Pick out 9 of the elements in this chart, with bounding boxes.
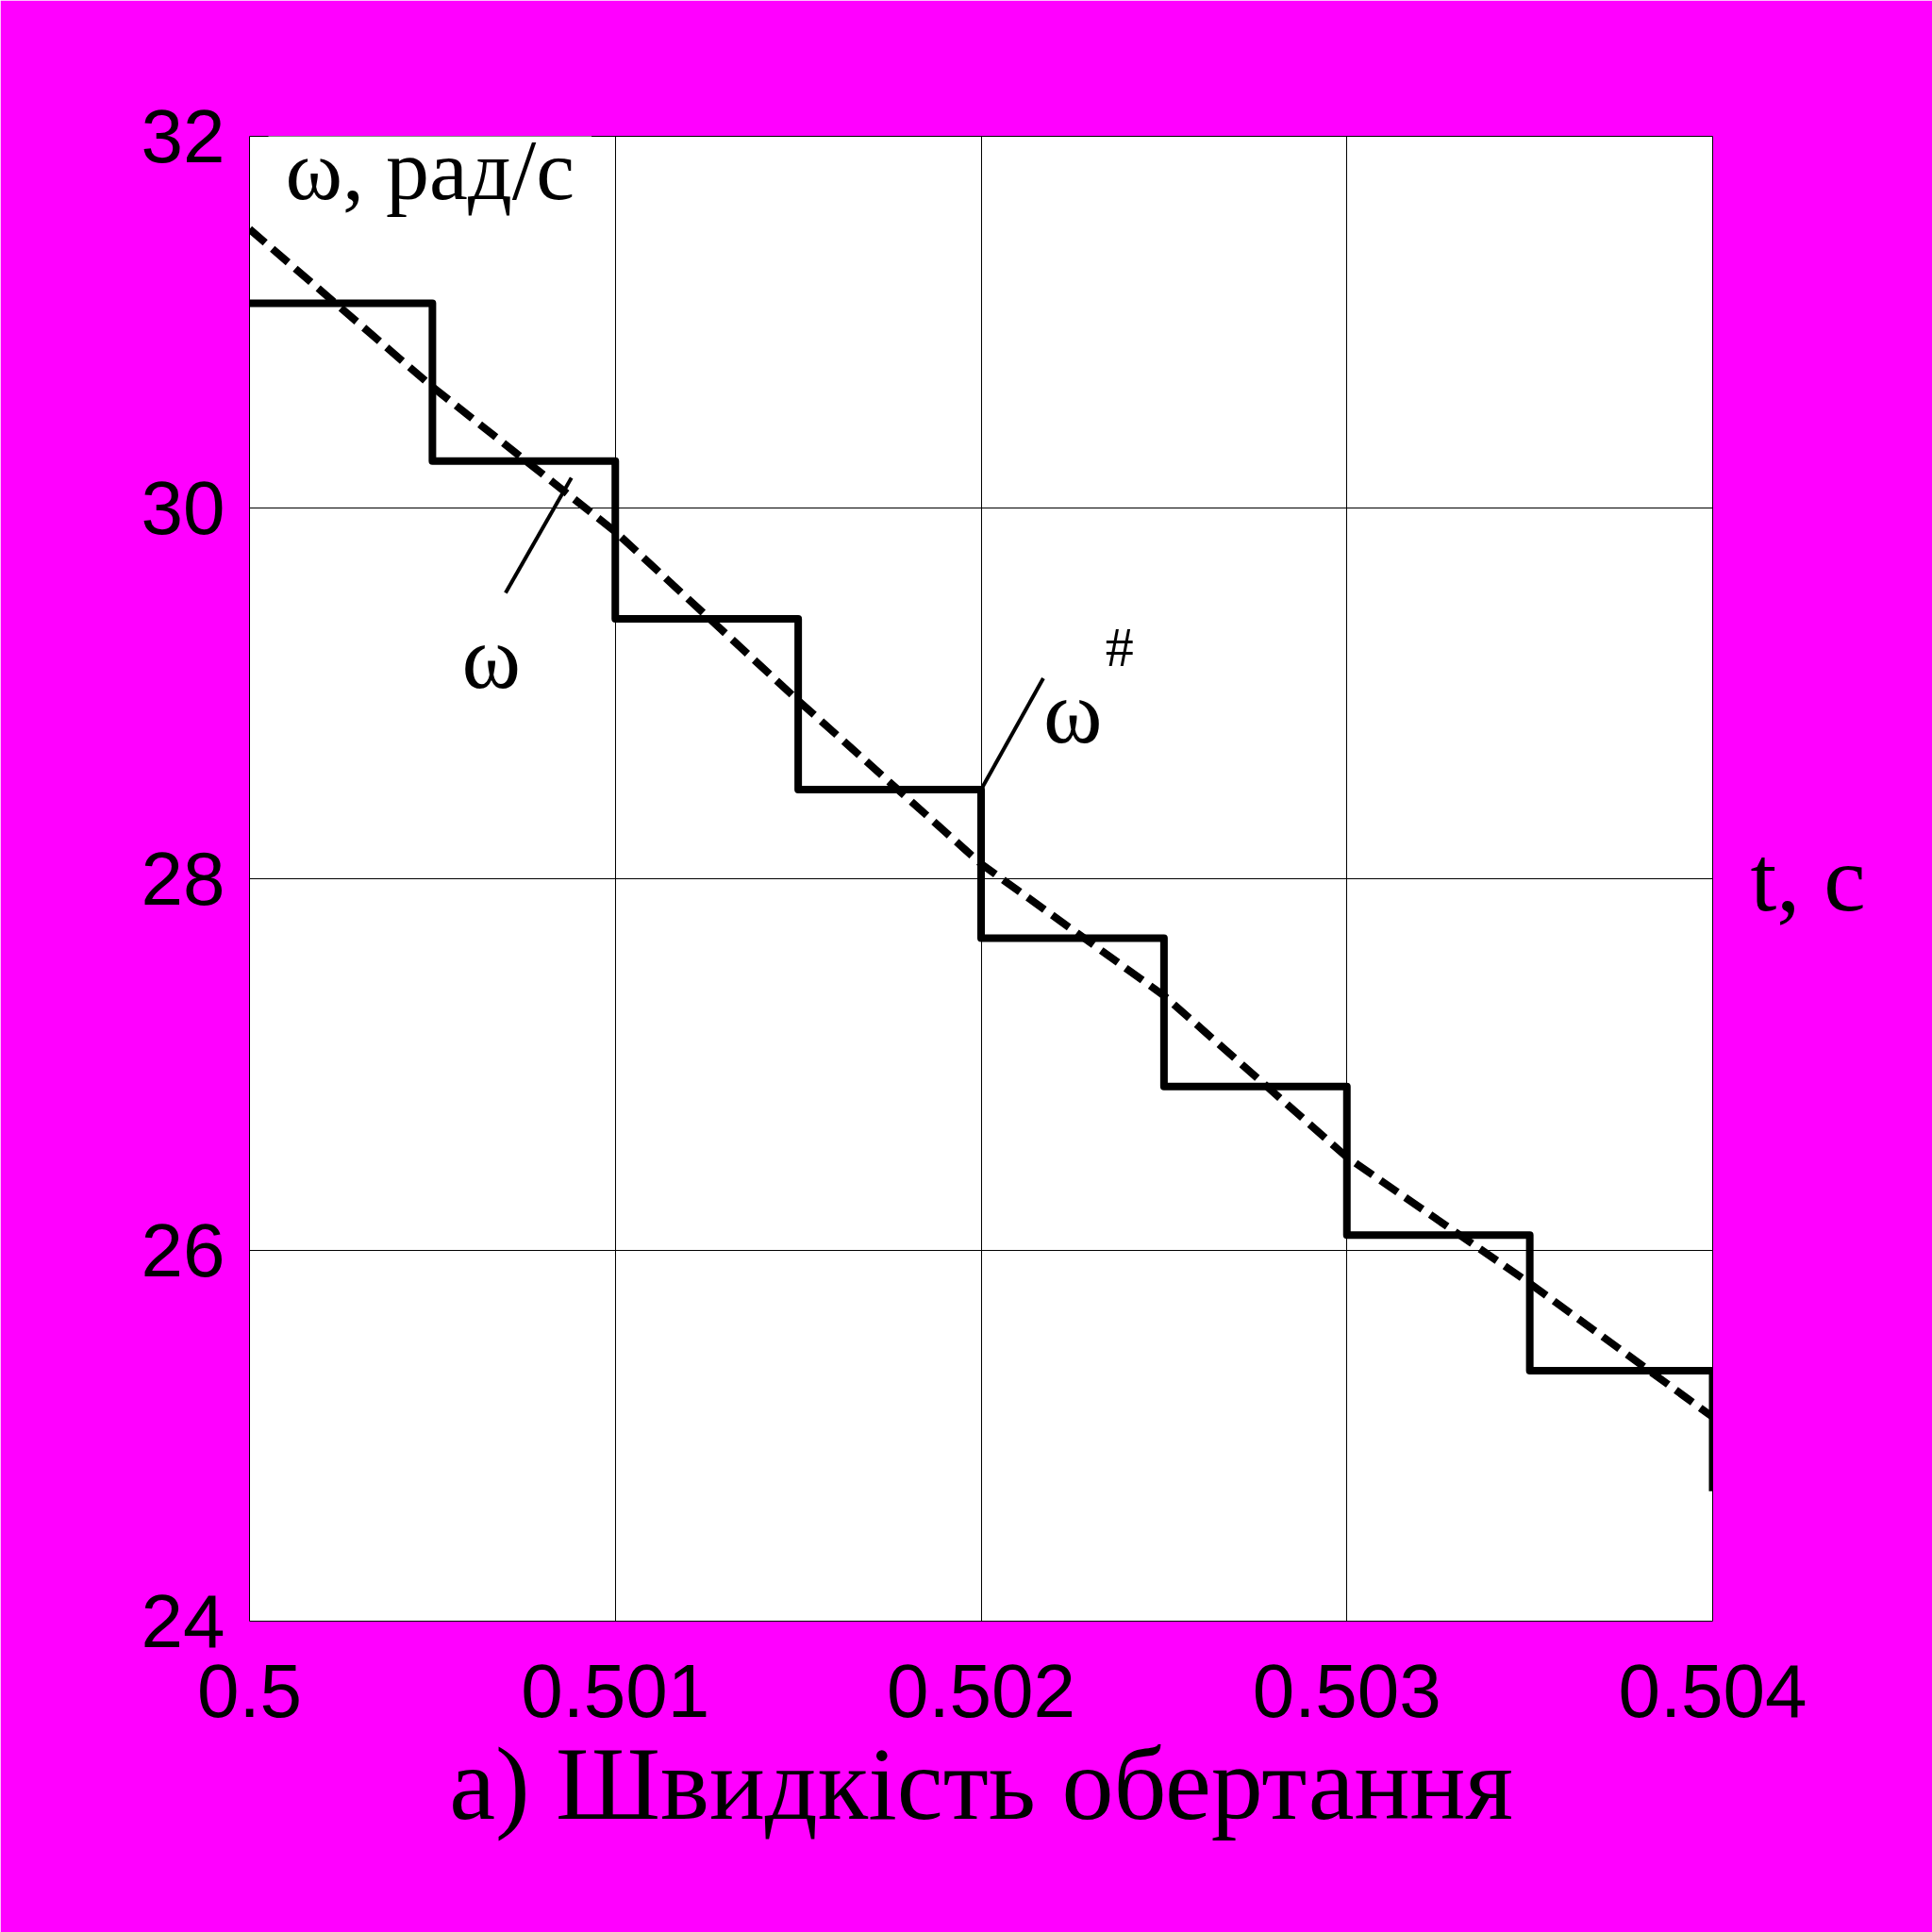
x-tick-label: 0.504 bbox=[1618, 1648, 1807, 1733]
y-tick-label: 30 bbox=[141, 465, 225, 550]
y-tick-label: 32 bbox=[141, 94, 225, 178]
y-tick-label: 28 bbox=[141, 837, 225, 921]
y-axis-title: ω, рад/с bbox=[285, 121, 575, 218]
y-tick-label: 26 bbox=[141, 1208, 225, 1292]
series-label: ω bbox=[461, 608, 521, 708]
legend-label: ω# bbox=[1042, 616, 1134, 762]
x-axis-title: t, с bbox=[1750, 826, 1866, 931]
